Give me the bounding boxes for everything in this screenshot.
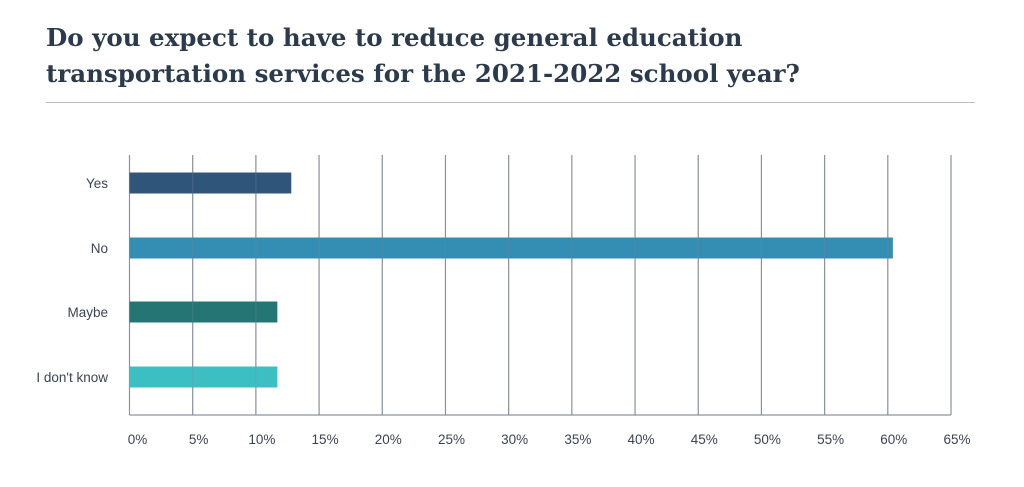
y-category-label: No — [91, 241, 108, 256]
x-tick-label: 20% — [375, 432, 402, 447]
x-tick-label: 0% — [128, 432, 148, 447]
bar-yes — [129, 172, 292, 194]
x-tick-label: 60% — [880, 432, 907, 447]
x-tick-label: 35% — [564, 432, 591, 447]
y-category-label: Maybe — [67, 305, 108, 320]
x-tick-label: 25% — [438, 432, 465, 447]
title-divider — [46, 102, 975, 103]
x-tick-label: 15% — [312, 432, 339, 447]
x-tick-label: 50% — [754, 432, 781, 447]
x-tick-label: 40% — [628, 432, 655, 447]
y-category-label: I don't know — [36, 370, 108, 385]
x-tick-label: 30% — [501, 432, 528, 447]
y-category-label: Yes — [86, 176, 108, 191]
bar-maybe — [129, 301, 278, 323]
x-tick-label: 10% — [248, 432, 275, 447]
x-tick-label: 5% — [189, 432, 209, 447]
x-tick-label: 65% — [943, 432, 970, 447]
x-tick-label: 45% — [691, 432, 718, 447]
bar-no — [129, 237, 893, 259]
bar-i-don-t-know — [129, 366, 278, 388]
x-tick-label: 55% — [817, 432, 844, 447]
chart-title: Do you expect to have to reduce general … — [46, 23, 800, 88]
